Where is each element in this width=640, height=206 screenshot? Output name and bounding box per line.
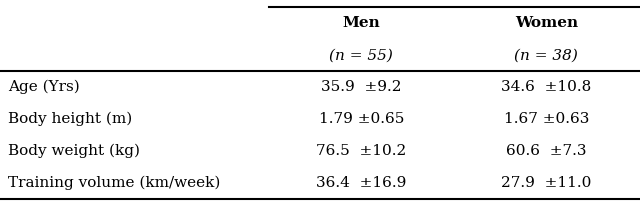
Text: Body height (m): Body height (m) xyxy=(8,112,132,126)
Text: 76.5  ±10.2: 76.5 ±10.2 xyxy=(316,144,406,158)
Text: Men: Men xyxy=(342,16,380,30)
Text: 1.79 ±0.65: 1.79 ±0.65 xyxy=(319,112,404,126)
Text: 35.9  ±9.2: 35.9 ±9.2 xyxy=(321,80,402,94)
Text: (n = 38): (n = 38) xyxy=(515,48,578,62)
Text: Body weight (kg): Body weight (kg) xyxy=(8,144,140,158)
Text: Age (Yrs): Age (Yrs) xyxy=(8,80,79,94)
Text: 1.67 ±0.63: 1.67 ±0.63 xyxy=(504,112,589,126)
Text: (n = 55): (n = 55) xyxy=(330,48,394,62)
Text: 34.6  ±10.8: 34.6 ±10.8 xyxy=(501,80,591,94)
Text: 60.6  ±7.3: 60.6 ±7.3 xyxy=(506,144,586,158)
Text: 27.9  ±11.0: 27.9 ±11.0 xyxy=(501,176,591,190)
Text: Training volume (km/week): Training volume (km/week) xyxy=(8,175,220,190)
Text: Women: Women xyxy=(515,16,578,30)
Text: 36.4  ±16.9: 36.4 ±16.9 xyxy=(316,176,406,190)
